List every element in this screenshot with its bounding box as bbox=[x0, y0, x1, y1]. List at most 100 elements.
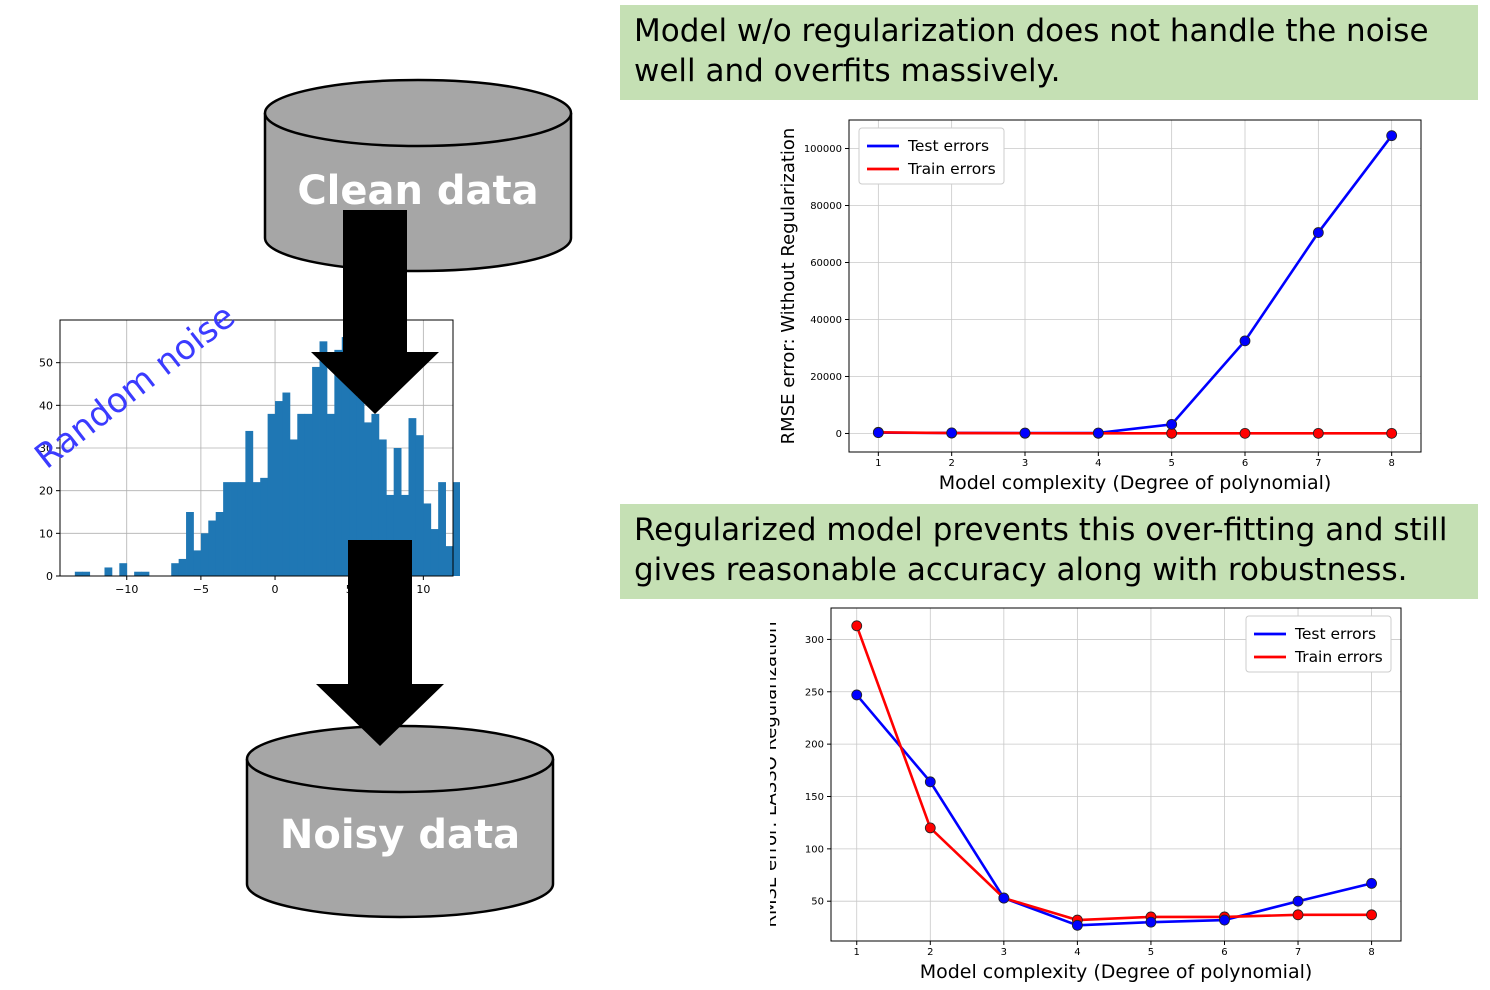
ytick-label: 250 bbox=[805, 687, 824, 698]
hist-bar bbox=[393, 448, 402, 576]
hist-ytick-label: 50 bbox=[39, 357, 53, 370]
hist-bar bbox=[208, 520, 217, 576]
plot-frame bbox=[830, 607, 1402, 942]
hist-ytick-label: 30 bbox=[39, 442, 53, 455]
hist-xtick-label: −10 bbox=[115, 583, 138, 596]
ytick-label: 80000 bbox=[810, 201, 842, 212]
plot-frame bbox=[848, 119, 1422, 453]
data-point bbox=[924, 776, 936, 788]
xtick-label: 2 bbox=[927, 947, 933, 958]
x-axis-label: Model complexity (Degree of polynomial) bbox=[920, 961, 1313, 983]
xtick-label: 3 bbox=[1001, 947, 1007, 958]
noise-histogram: −10−5051001020304050 bbox=[39, 319, 460, 596]
hist-bar bbox=[304, 413, 313, 576]
xtick-label: 7 bbox=[1295, 947, 1301, 958]
hist-bar bbox=[386, 494, 395, 576]
hist-bar bbox=[364, 422, 372, 576]
data-point bbox=[1312, 427, 1324, 439]
noisy-data-label: Noisy data bbox=[279, 812, 521, 858]
clean-data-cylinder bbox=[263, 78, 573, 273]
ytick-label: 100 bbox=[805, 844, 824, 855]
hist-bar bbox=[134, 571, 142, 576]
legend-label: Test errors bbox=[907, 137, 989, 155]
data-point bbox=[1166, 427, 1178, 439]
data-point bbox=[924, 822, 936, 834]
hist-bar bbox=[341, 337, 350, 576]
data-point bbox=[1292, 909, 1304, 921]
data-point bbox=[1239, 427, 1251, 439]
xtick-label: 5 bbox=[1148, 947, 1154, 958]
ytick-label: 100000 bbox=[804, 144, 842, 155]
data-point bbox=[1166, 418, 1178, 430]
xtick-label: 4 bbox=[1095, 458, 1101, 469]
chart-without-regularization: 1 2 3 4 5 6 7 8 0 20000 40000 60000 80000 100000 Model… bbox=[778, 119, 1422, 494]
ytick-label: 20000 bbox=[810, 372, 842, 383]
series-line bbox=[855, 694, 1372, 927]
ytick-label: 300 bbox=[805, 635, 824, 646]
hist-bar bbox=[141, 571, 150, 576]
data-point bbox=[851, 620, 863, 632]
data-point bbox=[1366, 909, 1377, 921]
hist-bar bbox=[438, 482, 446, 576]
data-point bbox=[1312, 227, 1324, 238]
data-point bbox=[1145, 916, 1157, 928]
hist-bar bbox=[104, 567, 113, 576]
hist-bar bbox=[200, 533, 209, 576]
xtick-label: 5 bbox=[1168, 458, 1174, 469]
legend-label: Train errors bbox=[1294, 648, 1383, 666]
clean-data-label: Clean data bbox=[297, 168, 539, 214]
data-point bbox=[1219, 914, 1230, 926]
xtick-label: 2 bbox=[948, 458, 954, 469]
data-point bbox=[998, 892, 1010, 904]
callout-regularized: Regularized model prevents this over-fit… bbox=[620, 504, 1478, 599]
callout-no-regularization: Model w/o regularization does not handle… bbox=[620, 5, 1478, 100]
ytick-label: 0 bbox=[836, 429, 842, 440]
data-point bbox=[1386, 427, 1398, 439]
hist-bar bbox=[230, 482, 239, 576]
hist-bar bbox=[371, 413, 380, 576]
xtick-label: 4 bbox=[1074, 947, 1080, 958]
chart-lasso-regularization: 1 2 3 4 5 6 7 8 50 100 150 200 250 300 Model complexit… bbox=[770, 607, 1402, 983]
legend-label: Test errors bbox=[1294, 625, 1376, 643]
hist-bar bbox=[119, 563, 128, 576]
ytick-label: 150 bbox=[805, 792, 824, 803]
hist-bar bbox=[193, 550, 202, 576]
data-point bbox=[1071, 919, 1083, 931]
xtick-label: 1 bbox=[854, 947, 860, 958]
hist-bar bbox=[74, 571, 83, 576]
data-point bbox=[872, 427, 884, 439]
hist-bar bbox=[82, 571, 91, 576]
xtick-label: 1 bbox=[875, 458, 881, 469]
hist-ytick-label: 0 bbox=[46, 570, 53, 583]
xtick-label: 6 bbox=[1221, 947, 1227, 958]
hist-bar bbox=[178, 558, 187, 576]
hist-bar bbox=[245, 430, 254, 576]
arrow-down-icon bbox=[316, 540, 444, 746]
data-point bbox=[1092, 427, 1104, 439]
hist-bar bbox=[289, 439, 298, 576]
hist-bar bbox=[378, 439, 387, 576]
hist-bar bbox=[401, 494, 409, 576]
hist-bar bbox=[356, 396, 365, 576]
ytick-label: 40000 bbox=[810, 315, 842, 326]
hist-bar bbox=[453, 482, 460, 576]
hist-bar bbox=[312, 366, 320, 576]
x-axis-label: Model complexity (Degree of polynomial) bbox=[939, 472, 1332, 494]
hist-bar bbox=[215, 512, 224, 576]
hist-bar bbox=[349, 371, 358, 576]
legend-label: Train errors bbox=[907, 160, 996, 178]
hist-bar bbox=[186, 512, 194, 576]
ytick-label: 50 bbox=[811, 897, 824, 908]
xtick-label: 8 bbox=[1368, 947, 1374, 958]
ytick-label: 200 bbox=[805, 740, 824, 751]
xtick-label: 6 bbox=[1242, 458, 1248, 469]
data-point bbox=[1019, 427, 1031, 439]
hist-bar bbox=[260, 477, 269, 576]
data-point bbox=[946, 427, 958, 439]
ytick-label: 60000 bbox=[810, 258, 842, 269]
series-line bbox=[878, 431, 1392, 435]
hist-xtick-label: 0 bbox=[272, 583, 279, 596]
xtick-label: 3 bbox=[1022, 458, 1028, 469]
hist-bar bbox=[237, 482, 246, 576]
hist-xtick-label: −5 bbox=[193, 583, 209, 596]
